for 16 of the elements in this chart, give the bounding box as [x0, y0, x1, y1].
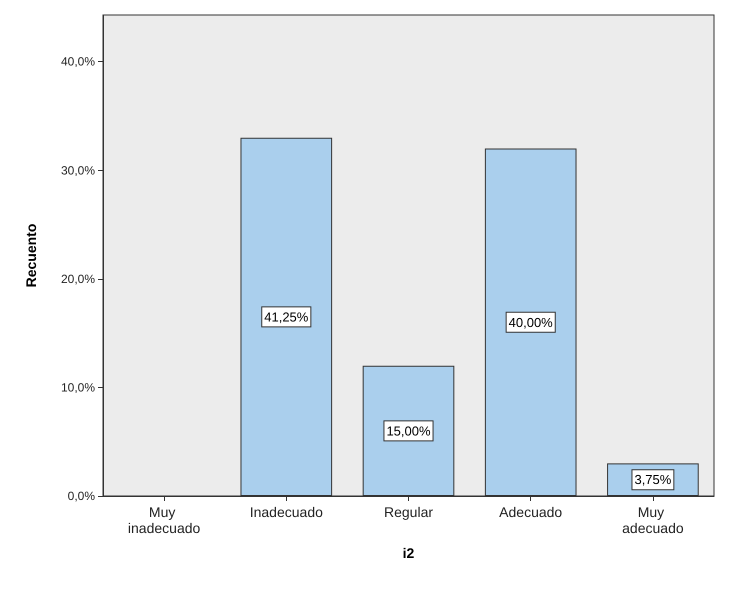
- x-tick-label: Adecuado: [499, 504, 562, 520]
- annotation: 15,00%: [386, 423, 431, 438]
- x-tick-label: Inadecuado: [250, 504, 324, 520]
- y-tick-label: 10,0%: [60, 380, 96, 394]
- y-tick-label: 40,0%: [60, 54, 96, 69]
- y-tick-label: 0,0%: [68, 489, 96, 503]
- x-tick-label: Muy inadecuado: [128, 504, 201, 536]
- annotation: 3,75%: [634, 472, 672, 488]
- x-axis-title: i2: [402, 545, 415, 561]
- y-tick-label: 30,0%: [60, 163, 96, 178]
- annotation: 41,25%: [264, 309, 309, 324]
- y-axis-title: Recuento: [23, 224, 39, 288]
- y-tick-label: 20,0%: [60, 272, 96, 286]
- x-tick-label: Muy adecuado: [622, 504, 684, 536]
- annotation: 40,00%: [508, 314, 554, 330]
- x-tick-label: Regular: [384, 504, 434, 520]
